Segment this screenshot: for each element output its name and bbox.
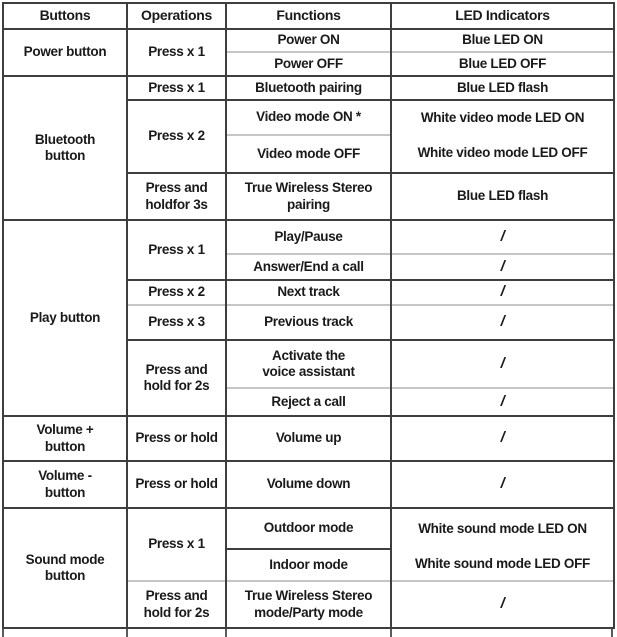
operation-cell: Press or hold <box>126 460 227 508</box>
operation-cell: Press x 2 <box>126 279 227 305</box>
led-indicator-cell: Blue LED ON <box>390 28 615 52</box>
table-row: Press x 2 Next track / <box>3 279 615 305</box>
table-row: Answer/End a call / <box>3 253 615 280</box>
button-name-cell: Volume - button <box>2 460 128 508</box>
led-indicator-cell: White sound mode LED OFF <box>390 549 615 581</box>
function-cell: Volume up <box>225 415 392 461</box>
table-row: Press and hold for 2s Activate the voice… <box>3 339 615 416</box>
button-name-cell: Play button <box>2 219 128 416</box>
function-cell: Volume down <box>225 460 392 508</box>
led-indicator-cell: Blue LED flash <box>390 172 615 220</box>
button-name-cell: Power button <box>2 28 128 76</box>
table-row: Reject a call / <box>3 387 615 416</box>
column-header-led-indicators: LED Indicators <box>390 3 615 30</box>
led-indicator-cell: White sound mode LED ON <box>390 507 615 549</box>
table-row: Volume + button Press or hold Volume up … <box>2 415 615 461</box>
led-indicator-cell: / <box>390 460 615 508</box>
operation-cell: Press and holdfor 3s <box>126 172 227 220</box>
operation-cell: Press x 2 <box>126 99 227 173</box>
led-indicator-cell: / <box>390 253 615 280</box>
table-row: Press and holdfor 3s True Wireless Stere… <box>3 172 615 220</box>
table-row: Indoor mode White sound mode LED OFF <box>3 548 615 581</box>
table-row: Bluetooth button Press x 1 Bluetooth pai… <box>2 75 615 220</box>
table-header-row: Buttons Operations Functions LED Indicat… <box>2 3 615 30</box>
led-indicator-cell: Blue LED flash <box>390 75 615 100</box>
function-cell: True Wireless Stereo mode/Party mode <box>225 580 392 628</box>
led-indicator-cell: / <box>390 304 615 340</box>
led-indicator-cell: / <box>390 219 615 254</box>
operation-cell: Press x 1 <box>126 28 227 76</box>
table-row: Video mode OFF White video mode LED OFF <box>3 134 615 173</box>
function-cell: Next track <box>225 279 392 305</box>
table-row: Press and hold for 2s True Wireless Ster… <box>3 580 615 628</box>
column-header-buttons: Buttons <box>2 3 128 30</box>
function-cell: Power ON <box>225 28 392 52</box>
column-header-functions: Functions <box>225 3 392 30</box>
function-cell: Power OFF <box>225 51 392 76</box>
function-cell: Indoor mode <box>225 548 392 581</box>
table-cutoff-tick <box>225 629 227 637</box>
function-cell: Activate the voice assistant <box>225 339 392 388</box>
button-functions-table: Buttons Operations Functions LED Indicat… <box>2 2 615 629</box>
table-row: Power OFF Blue LED OFF <box>3 51 615 76</box>
table-cutoff-tick <box>611 629 613 637</box>
function-cell: Answer/End a call <box>225 253 392 280</box>
button-name-cell: Sound mode button <box>2 507 128 628</box>
function-cell: Previous track <box>225 304 392 340</box>
operation-cell: Press x 3 <box>126 304 227 340</box>
led-indicator-cell: / <box>390 387 615 416</box>
function-cell: True Wireless Stereo pairing <box>225 172 392 220</box>
table-row: Press x 3 Previous track / <box>3 304 615 340</box>
operation-cell: Press and hold for 2s <box>126 580 227 628</box>
led-indicator-cell: White video mode LED ON <box>390 99 615 135</box>
operation-cell: Press and hold for 2s <box>126 339 227 416</box>
operation-cell: Press x 1 <box>126 219 227 280</box>
function-cell: Play/Pause <box>225 219 392 254</box>
table-cutoff-tick <box>2 629 4 637</box>
led-indicator-cell: / <box>390 580 615 628</box>
led-indicator-cell: / <box>390 279 615 305</box>
led-indicator-cell: White video mode LED OFF <box>390 135 615 173</box>
led-indicator-cell: / <box>390 339 615 388</box>
table-row: Power button Press x 1 Power ON Blue LED… <box>2 28 615 76</box>
table-cutoff-tick <box>126 629 128 637</box>
led-indicator-cell: / <box>390 415 615 461</box>
table-cutoff-tick <box>390 629 392 637</box>
button-name-cell: Volume + button <box>2 415 128 461</box>
function-cell: Outdoor mode <box>225 507 392 549</box>
function-cell: Reject a call <box>225 387 392 416</box>
table-row: Volume - button Press or hold Volume dow… <box>2 460 615 508</box>
table-row: Press x 2 Video mode ON * White video mo… <box>3 99 615 173</box>
function-cell: Video mode ON * <box>225 99 392 135</box>
operation-cell: Press x 1 <box>126 75 227 100</box>
function-cell: Video mode OFF <box>225 134 392 173</box>
led-indicator-cell: Blue LED OFF <box>390 51 615 76</box>
operation-cell: Press or hold <box>126 415 227 461</box>
table-row: Play button Press x 1 Play/Pause / <box>2 219 615 416</box>
operation-cell: Press x 1 <box>126 507 227 581</box>
button-name-cell: Bluetooth button <box>2 75 128 220</box>
column-header-operations: Operations <box>126 3 227 30</box>
table-row: Sound mode button Press x 1 Outdoor mode… <box>2 507 615 628</box>
function-cell: Bluetooth pairing <box>225 75 392 100</box>
